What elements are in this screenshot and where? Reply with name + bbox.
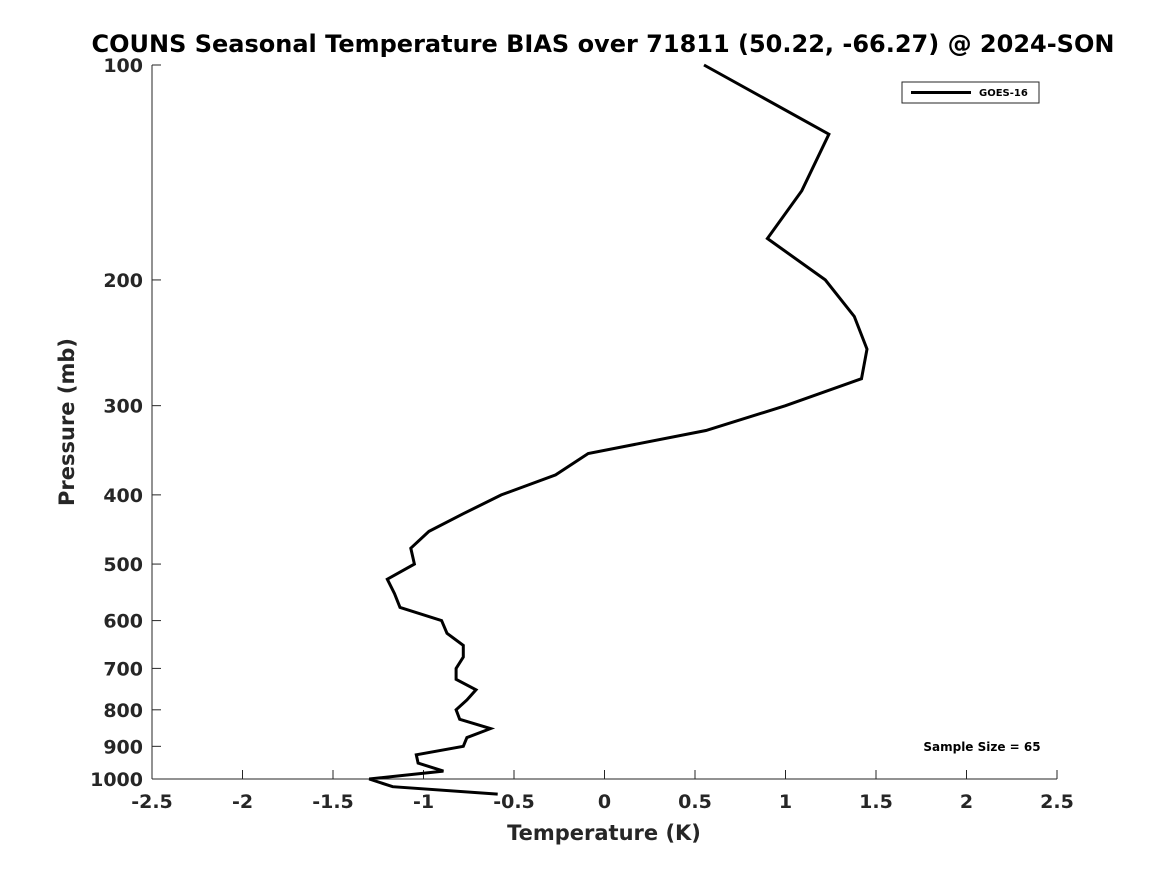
plot-area bbox=[151, 65, 1057, 780]
y-tick-label: 1000 bbox=[90, 769, 143, 791]
legend-label-goes-16: GOES-16 bbox=[979, 88, 1028, 99]
x-axis-label: Temperature (K) bbox=[507, 821, 701, 845]
y-ticks: 100 200 300 400 500 600 700 800 900 1000 bbox=[90, 55, 161, 791]
y-tick-label: 400 bbox=[103, 485, 143, 507]
y-tick-label: 600 bbox=[103, 611, 143, 633]
x-tick-label: -0.5 bbox=[493, 791, 535, 813]
sample-size-annotation: Sample Size = 65 bbox=[923, 740, 1040, 754]
x-tick-label: 1.5 bbox=[859, 791, 893, 813]
x-ticks: -2.5 -2 -1.5 -1 -0.5 0 0.5 1 1.5 2 2.5 bbox=[131, 770, 1074, 813]
y-tick-label: 500 bbox=[103, 554, 143, 576]
x-tick-label: -2.5 bbox=[131, 791, 173, 813]
y-axis-label: Pressure (mb) bbox=[55, 338, 79, 506]
chart-title: COUNS Seasonal Temperature BIAS over 718… bbox=[92, 30, 1115, 58]
x-tick-label: 0 bbox=[598, 791, 611, 813]
x-tick-label: -2 bbox=[232, 791, 253, 813]
y-tick-label: 100 bbox=[103, 55, 143, 77]
legend: GOES-16 bbox=[901, 81, 1040, 104]
y-tick-label: 900 bbox=[103, 736, 143, 758]
x-tick-label: -1 bbox=[413, 791, 434, 813]
x-tick-label: 2 bbox=[960, 791, 973, 813]
y-tick-label: 800 bbox=[103, 700, 143, 722]
y-tick-label: 200 bbox=[103, 270, 143, 292]
x-tick-label: 1 bbox=[779, 791, 792, 813]
x-tick-label: -1.5 bbox=[312, 791, 354, 813]
x-tick-label: 0.5 bbox=[678, 791, 712, 813]
y-tick-label: 300 bbox=[103, 396, 143, 418]
y-tick-label: 700 bbox=[103, 658, 143, 680]
x-tick-label: 2.5 bbox=[1040, 791, 1074, 813]
series-layer bbox=[368, 63, 869, 796]
series-line-goes-16 bbox=[368, 63, 869, 796]
